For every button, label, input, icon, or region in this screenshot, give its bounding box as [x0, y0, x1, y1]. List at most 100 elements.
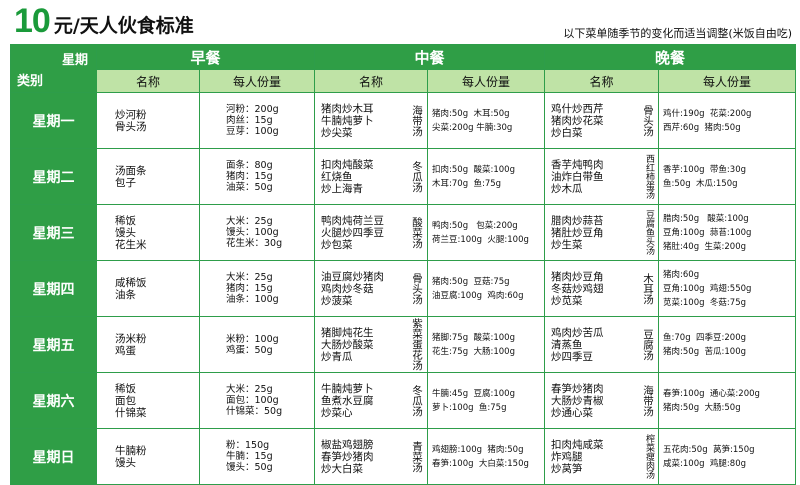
breakfast-dishes: 稀饭 馒头 花生米 — [115, 214, 147, 251]
dinner-name-cell: 腊肉炒蒜苔 猪肚炒豆角 炒生菜 豆腐鱼头汤 — [544, 204, 660, 261]
breakfast-portion-cell: 粉：150g 牛腩：15g 馒头：50g — [198, 428, 316, 485]
dinner-dishes: 扣肉炖咸菜 炸鸡腿 炒莴笋 — [551, 438, 604, 475]
lunch-portion-cell: 猪肉:50g 木耳:50g 尖菜:200g 牛腩:30g — [427, 92, 546, 149]
col-portion-header: 每人份量 — [427, 69, 546, 93]
lunch-soup: 骨头汤 — [411, 272, 424, 305]
day-cell: 星期日 — [10, 428, 97, 485]
breakfast-dishes: 炒河粉 骨头汤 — [115, 108, 147, 133]
lunch-portion-cell: 扣肉:50g 酸菜:100g 木耳:70g 鱼:75g — [427, 148, 546, 205]
dinner-soup: 豆腐鱼头汤 — [644, 210, 655, 255]
breakfast-portion-cell: 面条：80g 猪肉：15g 油菜：50g — [198, 148, 316, 205]
lunch-portions: 猪肉:50g 木耳:50g 尖菜:200g 牛腩:30g — [432, 108, 513, 133]
dinner-dishes: 鸡肉炒苦瓜 清蒸鱼 炒四季豆 — [551, 326, 604, 363]
lunch-name-cell: 油豆腐炒猪肉 鸡肉炒冬菇 炒菠菜 骨头汤 — [314, 260, 429, 317]
menu-table: 星期 类别 早餐 中餐 晚餐 名称 每人份量 名称 每人份量 名称 每人份量 星… — [10, 44, 797, 485]
breakfast-portion-cell: 米粉：100g 鸡蛋：50g — [198, 316, 316, 373]
dinner-name-cell: 鸡肉炒苦瓜 清蒸鱼 炒四季豆 豆腐汤 — [544, 316, 660, 373]
breakfast-name-cell: 稀饭 面包 什锦菜 — [96, 372, 200, 429]
dinner-soup: 木耳汤 — [642, 272, 655, 305]
dinner-portion-cell: 腊肉:50g 酸菜:100g 豆角:100g 蒜苔:100g 猪肚:40g 生菜… — [658, 204, 797, 261]
table-row: 星期四 咸稀饭 油条 大米：25g 猪肉：15g 油条：100g 油豆腐炒猪肉 鸡肉炒… — [10, 260, 797, 317]
breakfast-name-cell: 汤面条 包子 — [96, 148, 200, 205]
corner-bottom-label: 类别 — [17, 74, 44, 89]
breakfast-portion-cell: 大米：25g 猪肉：15g 油条：100g — [198, 260, 316, 317]
lunch-dishes: 油豆腐炒猪肉 鸡肉炒冬菇 炒菠菜 — [321, 270, 385, 307]
lunch-dishes: 猪脚炖花生 大肠炒酸菜 炒青瓜 — [321, 326, 374, 363]
lunch-soup: 酸菜汤 — [411, 216, 424, 249]
dinner-portion-cell: 香芋:100g 带鱼:30g 鱼:50g 木瓜:150g — [658, 148, 797, 205]
lunch-portion-cell: 牛腩:45g 豆腐:100g 萝卜:100g 鱼:75g — [427, 372, 546, 429]
dinner-name-cell: 香芋炖鸭肉 油炸白带鱼 炒木瓜 西红柿蛋汤 — [544, 148, 660, 205]
breakfast-name-cell: 咸稀饭 油条 — [96, 260, 200, 317]
col-name-header: 名称 — [314, 69, 429, 93]
lunch-name-cell: 鸭肉炖荷兰豆 火腿炒四季豆 炒包菜 酸菜汤 — [314, 204, 429, 261]
dinner-portion-cell: 猪肉:60g 豆角:100g 鸡翅:550g 苋菜:100g 冬菇:75g — [658, 260, 797, 317]
lunch-name-cell: 扣肉炖酸菜 红烧鱼 炒上海青 冬瓜汤 — [314, 148, 429, 205]
corner-cell: 星期 类别 — [10, 44, 97, 93]
lunch-dishes: 扣肉炖酸菜 红烧鱼 炒上海青 — [321, 158, 374, 195]
col-name-header: 名称 — [544, 69, 660, 93]
dinner-soup: 榨菜瘦肉汤 — [644, 434, 655, 479]
dinner-name-cell: 猪肉炒豆角 冬菇炒鸡翅 炒苋菜 木耳汤 — [544, 260, 660, 317]
breakfast-portions: 米粉：100g 鸡蛋：50g — [226, 333, 279, 356]
lunch-portions: 牛腩:45g 豆腐:100g 萝卜:100g 鱼:75g — [432, 388, 515, 413]
breakfast-dishes: 汤米粉 鸡蛋 — [115, 332, 147, 357]
lunch-name-cell: 猪脚炖花生 大肠炒酸菜 炒青瓜 紫菜蛋花汤 — [314, 316, 429, 373]
menu-note: 以下菜单随季节的变化而适当调整(米饭自由吃) — [563, 27, 792, 40]
breakfast-portions: 河粉：200g 肉丝：15g 豆芽：100g — [226, 104, 279, 137]
breakfast-portion-cell: 大米：25g 馒头：100g 花生米：30g — [198, 204, 316, 261]
day-cell: 星期二 — [10, 148, 97, 205]
page-title: 10 元/天人伙食标准 — [14, 2, 194, 40]
dinner-portion-cell: 鱼:70g 四季豆:200g 猪肉:50g 苦瓜:100g — [658, 316, 797, 373]
breakfast-dishes: 咸稀饭 油条 — [115, 276, 147, 301]
table-row: 星期五 汤米粉 鸡蛋 米粉：100g 鸡蛋：50g 猪脚炖花生 大肠炒酸菜 炒青瓜 紫菜… — [10, 316, 797, 373]
lunch-soup: 冬瓜汤 — [411, 384, 424, 417]
breakfast-name-cell: 汤米粉 鸡蛋 — [96, 316, 200, 373]
day-cell: 星期五 — [10, 316, 97, 373]
breakfast-portions: 面条：80g 猪肉：15g 油菜：50g — [226, 160, 273, 193]
corner-top-label: 星期 — [61, 53, 88, 68]
dinner-portions: 春笋:100g 通心菜:200g 猪肉:50g 大肠:50g — [663, 388, 760, 413]
lunch-portion-cell: 猪肉:50g 豆菇:75g 油豆腐:100g 鸡肉:60g — [427, 260, 546, 317]
day-cell: 星期一 — [10, 92, 97, 149]
lunch-dishes: 鸭肉炖荷兰豆 火腿炒四季豆 炒包菜 — [321, 214, 385, 251]
breakfast-portions: 粉：150g 牛腩：15g 馒头：50g — [226, 440, 273, 473]
lunch-dishes: 猪肉炒木耳 牛腩炖萝卜 炒尖菜 — [321, 102, 374, 139]
col-portion-header: 每人份量 — [198, 69, 316, 93]
lunch-dishes: 牛腩炖萝卜 鱼煮水豆腐 炒菜心 — [321, 382, 374, 419]
meal-header-lunch: 中餐 — [314, 44, 546, 70]
lunch-portions: 鸡翅膀:100g 猪肉:50g 春笋:100g 大白菜:150g — [432, 444, 529, 469]
table-row: 星期三 稀饭 馒头 花生米 大米：25g 馒头：100g 花生米：30g 鸭肉炖荷兰豆… — [10, 204, 797, 261]
lunch-portions: 鸭肉:50g 包菜:200g 荷兰豆:100g 火腿:100g — [432, 220, 529, 245]
day-cell: 星期三 — [10, 204, 97, 261]
menu-body: 星期一 炒河粉 骨头汤 河粉：200g 肉丝：15g 豆芽：100g 猪肉炒木耳 牛腩… — [10, 92, 797, 485]
breakfast-portions: 大米：25g 猪肉：15g 油条：100g — [226, 272, 279, 305]
breakfast-portion-cell: 大米：25g 面包：100g 什锦菜：50g — [198, 372, 316, 429]
dinner-dishes: 鸡什炒西芹 猪肉炒花菜 炒白菜 — [551, 102, 604, 139]
dinner-portions: 鸡什:190g 花菜:200g 西芹:60g 猪肉:50g — [663, 108, 752, 133]
table-row: 星期六 稀饭 面包 什锦菜 大米：25g 面包：100g 什锦菜：50g 牛腩炖萝卜 … — [10, 372, 797, 429]
dinner-dishes: 腊肉炒蒜苔 猪肚炒豆角 炒生菜 — [551, 214, 604, 251]
day-cell: 星期六 — [10, 372, 97, 429]
dinner-dishes: 香芋炖鸭肉 油炸白带鱼 炒木瓜 — [551, 158, 604, 195]
breakfast-portions: 大米：25g 馒头：100g 花生米：30g — [226, 216, 283, 249]
day-cell: 星期四 — [10, 260, 97, 317]
breakfast-portions: 大米：25g 面包：100g 什锦菜：50g — [226, 384, 283, 417]
dinner-dishes: 猪肉炒豆角 冬菇炒鸡翅 炒苋菜 — [551, 270, 604, 307]
lunch-name-cell: 牛腩炖萝卜 鱼煮水豆腐 炒菜心 冬瓜汤 — [314, 372, 429, 429]
dinner-portions: 腊肉:50g 酸菜:100g 豆角:100g 蒜苔:100g 猪肚:40g 生菜… — [663, 213, 752, 252]
dinner-dishes: 春笋炒猪肉 大肠炒青椒 炒通心菜 — [551, 382, 604, 419]
table-row: 星期一 炒河粉 骨头汤 河粉：200g 肉丝：15g 豆芽：100g 猪肉炒木耳 牛腩… — [10, 92, 797, 149]
lunch-soup: 紫菜蛋花汤 — [411, 318, 424, 371]
lunch-name-cell: 椒盐鸡翅膀 春笋炒猪肉 炒大白菜 青菜汤 — [314, 428, 429, 485]
lunch-soup: 青菜汤 — [411, 440, 424, 473]
dinner-portion-cell: 春笋:100g 通心菜:200g 猪肉:50g 大肠:50g — [658, 372, 797, 429]
lunch-portion-cell: 鸭肉:50g 包菜:200g 荷兰豆:100g 火腿:100g — [427, 204, 546, 261]
lunch-portions: 猪脚:75g 酸菜:100g 花生:75g 大肠:100g — [432, 332, 515, 357]
dinner-soup: 西红柿蛋汤 — [644, 154, 655, 199]
lunch-name-cell: 猪肉炒木耳 牛腩炖萝卜 炒尖菜 海带汤 — [314, 92, 429, 149]
table-row: 星期日 牛腩粉 馒头 粉：150g 牛腩：15g 馒头：50g 椒盐鸡翅膀 春笋炒猪肉… — [10, 428, 797, 485]
dinner-portion-cell: 五花肉:50g 莴笋:150g 咸菜:100g 鸡腿:80g — [658, 428, 797, 485]
dinner-portions: 香芋:100g 带鱼:30g 鱼:50g 木瓜:150g — [663, 164, 746, 189]
lunch-portions: 猪肉:50g 豆菇:75g 油豆腐:100g 鸡肉:60g — [432, 276, 524, 301]
